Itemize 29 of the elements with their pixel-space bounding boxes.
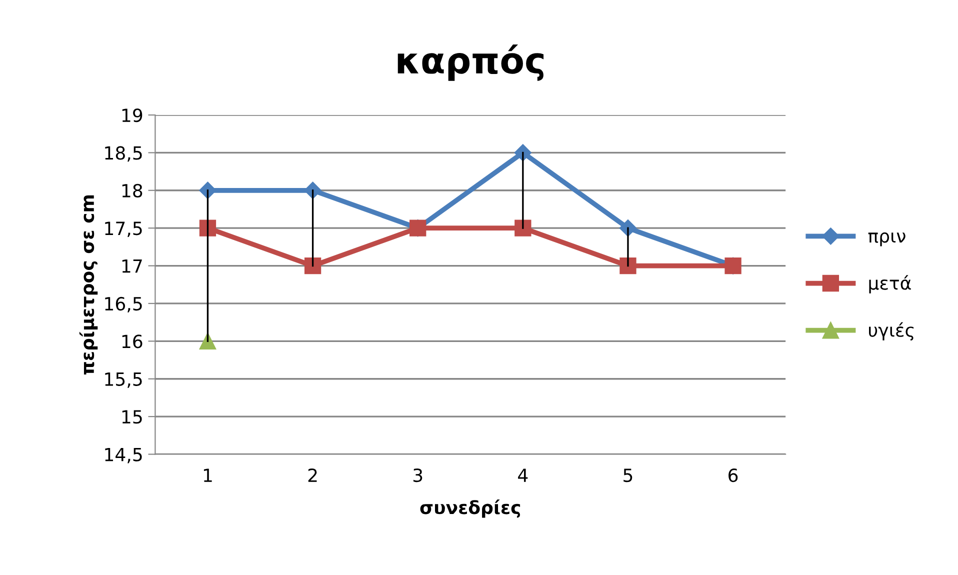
point [199,220,216,236]
point [304,257,322,274]
x-tick-label: 2 [308,468,317,482]
y-tick-label: 18,5 [105,146,142,162]
y-tick-label: 16 [122,334,142,348]
y-tick-label: 14,5 [105,448,142,464]
x-axis-title: συνεδρίες [420,500,520,518]
x-tick-label: 5 [624,468,632,482]
y-tick-label: 19 [122,108,142,122]
y-tick-label: 15,5 [105,372,142,388]
point [199,182,216,199]
chart-title: καρπός [398,44,544,81]
y-tick-label: 17 [122,259,142,273]
y-tick-label: 16,5 [105,296,142,312]
point [620,257,636,274]
x-tick-label: 3 [413,468,422,482]
y-tick-label: 18 [122,184,142,198]
y-tick-label: 17,5 [105,222,142,238]
y-axis-title: περίμετρος σε cm [79,195,98,375]
x-tick-label: 1 [204,468,212,482]
legend-label: υγιές [869,322,914,340]
legend-label: μετά [869,275,911,294]
point [514,220,532,236]
legend-label: πριν [868,232,906,246]
x-tick-label: 4 [518,468,528,482]
point [514,144,532,162]
x-tick-label: 6 [728,468,738,482]
point [199,332,216,350]
y-tick-label: 15 [122,410,142,424]
